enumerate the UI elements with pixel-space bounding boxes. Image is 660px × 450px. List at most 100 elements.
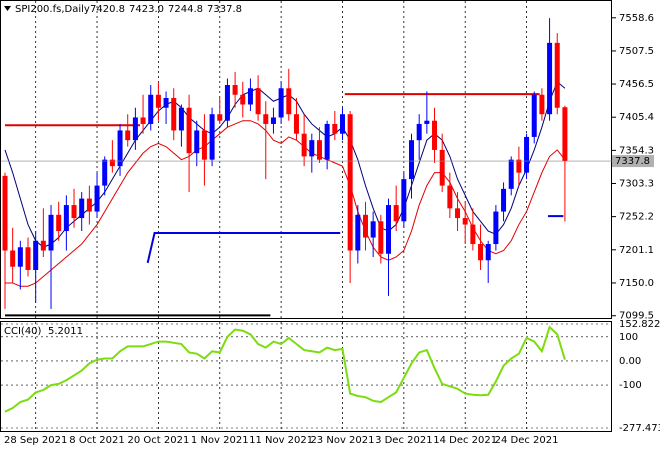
candle-body <box>148 94 154 124</box>
candle-body <box>439 149 445 186</box>
candle-body <box>455 208 461 219</box>
candle-body <box>278 88 284 118</box>
candle-body <box>263 114 269 124</box>
candle-body <box>247 88 253 105</box>
candle-body <box>209 114 215 160</box>
candle-body <box>10 250 16 267</box>
candle-body <box>163 97 169 108</box>
candle-body <box>48 214 54 251</box>
candle-body <box>17 247 23 267</box>
chart-title: SPI200.fs,Daily <box>15 4 90 15</box>
candle-body <box>255 88 261 115</box>
candle-body <box>240 94 246 105</box>
y-tick-label: 7252.2 <box>619 212 654 223</box>
candle-body <box>378 221 384 254</box>
candle-body <box>501 188 507 212</box>
candle-body <box>117 130 123 167</box>
candle-body <box>25 247 31 270</box>
y-tick-label: 7558.6 <box>619 13 654 24</box>
candle-body <box>386 205 391 254</box>
candle-body <box>286 88 292 115</box>
y-tick-label: 7303.3 <box>619 178 654 189</box>
candle-body <box>462 218 468 225</box>
candle-body <box>447 185 453 209</box>
candle-body <box>524 136 530 173</box>
low-label: 7244.8 <box>168 4 203 15</box>
candle-body <box>109 159 115 167</box>
candle-body <box>416 123 422 141</box>
y-tick-label: -277.4730 <box>619 423 660 434</box>
candle-body <box>478 244 484 261</box>
x-tick-label: 3 Dec 2021 <box>375 435 433 446</box>
candle-body <box>125 130 131 141</box>
candle-body <box>547 42 553 115</box>
candle-body <box>40 240 46 251</box>
y-tick-label: 7354.3 <box>619 145 654 156</box>
level-line <box>146 231 341 264</box>
y-tick-label: 7099.5 <box>619 311 654 322</box>
main-frame <box>0 0 612 319</box>
cci-line <box>4 325 566 413</box>
candle-body <box>493 211 499 245</box>
candle-body <box>63 205 69 232</box>
candle-body <box>401 179 407 222</box>
x-tick-label: 1 Nov 2021 <box>191 435 249 446</box>
open-label: 7420.8 <box>90 4 125 15</box>
candle-body <box>186 107 192 154</box>
candle-body <box>155 94 161 108</box>
candle-body <box>33 240 39 270</box>
candle-body <box>355 214 361 251</box>
y-tick-label: 152.8226 <box>619 319 660 330</box>
candle-body <box>539 94 545 115</box>
candle-body <box>178 107 184 131</box>
candle-body <box>324 123 330 160</box>
y-tick-label: 7405.4 <box>619 112 654 123</box>
candle-body <box>531 94 537 137</box>
cci-value: 5.2011 <box>48 326 83 337</box>
candle-body <box>140 117 146 124</box>
x-tick-label: 23 Nov 2021 <box>310 435 374 446</box>
candle-body <box>316 140 322 160</box>
candle-body <box>562 107 568 162</box>
candle-body <box>102 159 108 186</box>
y-tick-label: 7507.5 <box>619 46 654 57</box>
candle-body <box>470 224 476 245</box>
candle-body <box>393 205 399 222</box>
x-tick-label: 24 Dec 2021 <box>495 435 559 446</box>
candle-body <box>554 42 560 108</box>
candle-body <box>79 198 85 219</box>
candle-body <box>2 175 8 251</box>
x-tick-label: 8 Oct 2021 <box>69 435 124 446</box>
close-label: 7337.8 <box>207 4 242 15</box>
candle-body <box>339 114 345 134</box>
x-tick-label: 11 Nov 2021 <box>249 435 313 446</box>
price-box-label: 7337.8 <box>615 156 650 167</box>
candle-body <box>370 221 376 238</box>
candle-body <box>301 133 307 157</box>
cci-title: CCI(40) <box>4 326 42 337</box>
candle-body <box>56 214 62 232</box>
collapse-icon[interactable] <box>4 6 11 11</box>
high-label: 7423.0 <box>129 4 164 15</box>
candle-body <box>432 120 438 150</box>
candle-body <box>71 205 77 219</box>
candle-body <box>171 97 177 131</box>
candle-body <box>424 120 430 124</box>
y-tick-label: 7456.5 <box>619 79 654 90</box>
candle-body <box>508 159 514 189</box>
candle-body <box>409 140 415 180</box>
price-box <box>612 155 654 168</box>
candle-body <box>194 130 200 154</box>
candle-body <box>132 117 138 141</box>
y-tick-label: 0.00 <box>619 356 641 367</box>
candle-body <box>94 185 100 212</box>
cci-frame <box>0 321 612 432</box>
candle-body <box>332 123 338 134</box>
candle-body <box>309 140 315 157</box>
candle-body <box>293 114 299 134</box>
candle-body <box>217 114 223 121</box>
candle-body <box>347 114 353 251</box>
